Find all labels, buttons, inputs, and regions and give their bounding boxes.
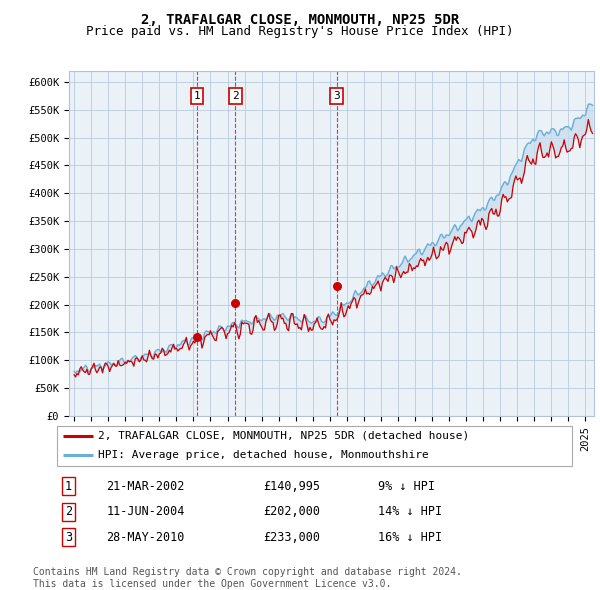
Point xyxy=(332,281,341,291)
Text: HPI: Average price, detached house, Monmouthshire: HPI: Average price, detached house, Monm… xyxy=(98,450,429,460)
Text: Contains HM Land Registry data © Crown copyright and database right 2024.
This d: Contains HM Land Registry data © Crown c… xyxy=(33,567,462,589)
Text: 3: 3 xyxy=(65,531,72,544)
Text: 3: 3 xyxy=(334,91,340,101)
Point xyxy=(230,299,240,308)
Text: 2, TRAFALGAR CLOSE, MONMOUTH, NP25 5DR: 2, TRAFALGAR CLOSE, MONMOUTH, NP25 5DR xyxy=(141,13,459,27)
Text: 2: 2 xyxy=(232,91,238,101)
Text: 16% ↓ HPI: 16% ↓ HPI xyxy=(377,531,442,544)
Text: 14% ↓ HPI: 14% ↓ HPI xyxy=(377,505,442,519)
Point xyxy=(192,333,202,342)
Text: 1: 1 xyxy=(194,91,200,101)
Text: Price paid vs. HM Land Registry's House Price Index (HPI): Price paid vs. HM Land Registry's House … xyxy=(86,25,514,38)
Text: 2, TRAFALGAR CLOSE, MONMOUTH, NP25 5DR (detached house): 2, TRAFALGAR CLOSE, MONMOUTH, NP25 5DR (… xyxy=(98,431,470,441)
Text: 9% ↓ HPI: 9% ↓ HPI xyxy=(377,480,434,493)
Text: 1: 1 xyxy=(65,480,72,493)
Text: £202,000: £202,000 xyxy=(263,505,320,519)
FancyBboxPatch shape xyxy=(56,427,572,466)
Text: £140,995: £140,995 xyxy=(263,480,320,493)
Text: 11-JUN-2004: 11-JUN-2004 xyxy=(106,505,185,519)
Text: £233,000: £233,000 xyxy=(263,531,320,544)
Text: 2: 2 xyxy=(65,505,72,519)
Text: 21-MAR-2002: 21-MAR-2002 xyxy=(106,480,185,493)
Text: 28-MAY-2010: 28-MAY-2010 xyxy=(106,531,185,544)
